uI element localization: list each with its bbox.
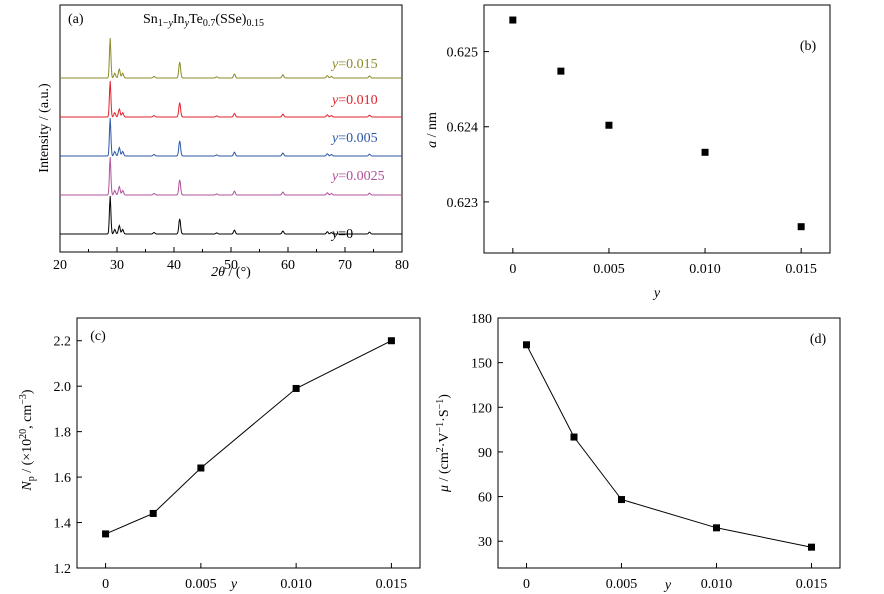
panel-b-point [701, 148, 709, 156]
panel-a-ylabel: Intensity / (a.u.) [37, 83, 52, 173]
panel-c-series-line [105, 340, 392, 535]
panel-a-xrd: (a) Sn1−yInyTe0.7(SSe)0.15 2θ / (°) Inte… [37, 4, 409, 280]
panel-c-point [197, 464, 205, 472]
panel-a-xtick-label: 30 [110, 258, 124, 273]
panel-c-ytick-label: 1.8 [54, 426, 72, 441]
panel-d-xtick-label: 0 [523, 577, 530, 592]
panel-a-series-line [60, 37, 402, 79]
panel-b-xtick-label: 0.005 [593, 262, 625, 277]
panel-d-point [808, 543, 815, 551]
panel-d-ytick-label: 30 [478, 535, 492, 550]
panel-b-xtick-label: 0 [509, 262, 516, 277]
panel-a-label: (a) [68, 12, 84, 27]
panel-d-ylabel: μ / (cm2·V−1·S−1) [435, 394, 452, 493]
panel-d-xtick-label: 0.015 [796, 577, 828, 592]
panel-b-ytick-label: 0.625 [447, 46, 479, 61]
panel-d-mobility: (d) y μ / (cm2·V−1·S−1) 0 0.005 0.010 0.015… [435, 312, 841, 593]
panel-a-series-line [60, 156, 402, 196]
panel-d-xtick-label: 0.005 [606, 577, 638, 592]
panel-b-ytick-label: 0.624 [447, 121, 479, 136]
panel-a-xtick-label: 50 [224, 258, 238, 273]
panel-a-title: Sn1−yInyTe0.7(SSe)0.15 [143, 12, 264, 29]
panel-c-label: (c) [90, 329, 106, 344]
panel-d-ytick-label: 180 [471, 312, 492, 327]
panel-a-series-line [60, 80, 402, 118]
panel-a-xtick-label: 60 [281, 258, 295, 273]
panel-b-xtick-label: 0.015 [785, 262, 817, 277]
panel-d-ytick-label: 120 [471, 401, 492, 416]
panel-b-point [509, 16, 517, 24]
panel-b-frame [483, 4, 831, 254]
panel-c-ytick-label: 1.4 [54, 517, 72, 532]
panel-c-xtick-label: 0.010 [280, 577, 312, 592]
panel-c-xtick-label: 0 [102, 577, 109, 592]
panel-b-ytick-label: 0.623 [447, 196, 479, 211]
panel-d-point [570, 433, 578, 441]
panel-c-ytick-label: 2.0 [54, 380, 72, 395]
panel-a-series-label: y=0.0025 [330, 169, 385, 184]
panel-a-series-label: y=0 [330, 227, 353, 242]
panel-c-point [292, 384, 300, 392]
panel-d-label: (d) [810, 332, 827, 347]
panel-c-point [387, 337, 395, 345]
panel-c-ytick-label: 1.2 [54, 562, 72, 577]
panel-c-xlabel: y [229, 577, 238, 592]
panel-c-xtick-label: 0.005 [185, 577, 217, 592]
panel-a-series-label: y=0.015 [330, 57, 378, 72]
panel-b-point [605, 121, 613, 129]
panel-c-carrier: (c) y Np / (×1020, cm−3) 0 0.005 0.010 0.01… [18, 317, 421, 592]
panel-c-xtick-label: 0.015 [376, 577, 408, 592]
panel-a-xtick-label: 70 [338, 258, 352, 273]
panel-a-series-line [60, 195, 402, 235]
panel-d-series-line [526, 344, 812, 548]
panel-a-series-label: y=0.010 [330, 93, 378, 108]
panel-b-point [797, 223, 805, 231]
panel-d-frame [497, 317, 841, 569]
panel-b-point [557, 67, 565, 75]
panel-a-series-label: y=0.005 [330, 131, 378, 146]
panel-c-ylabel: Np / (×1020, cm−3) [18, 389, 37, 492]
panel-d-ytick-label: 90 [478, 446, 492, 461]
panel-a-xlabel: 2θ / (°) [211, 265, 251, 280]
panel-c-point [149, 509, 157, 517]
panel-d-point [713, 524, 720, 532]
panel-d-xlabel: y [663, 578, 672, 593]
panel-c-frame [76, 317, 421, 569]
panel-d-point [523, 341, 530, 349]
panel-d-ytick-label: 60 [478, 491, 492, 506]
panel-a-xtick-label: 20 [53, 258, 67, 273]
panel-b-lattice: (b) y a / nm 0 0.005 0.010 0.015 0.623 0.624 0… [425, 4, 831, 301]
panel-d-ytick-label: 150 [471, 357, 492, 372]
panel-b-xlabel: y [652, 286, 661, 301]
panel-a-series-line [60, 117, 402, 157]
panel-b-ylabel: a / nm [425, 112, 440, 148]
panel-b-label: (b) [800, 39, 817, 54]
panel-d-point [618, 496, 625, 504]
panel-d-xtick-label: 0.010 [701, 577, 733, 592]
panel-c-point [102, 530, 110, 538]
panel-c-ytick-label: 1.6 [54, 471, 72, 486]
panel-c-ytick-label: 2.2 [54, 335, 72, 350]
panel-a-xtick-label: 40 [167, 258, 181, 273]
panel-b-xtick-label: 0.010 [689, 262, 721, 277]
panel-a-xtick-label: 80 [395, 258, 409, 273]
